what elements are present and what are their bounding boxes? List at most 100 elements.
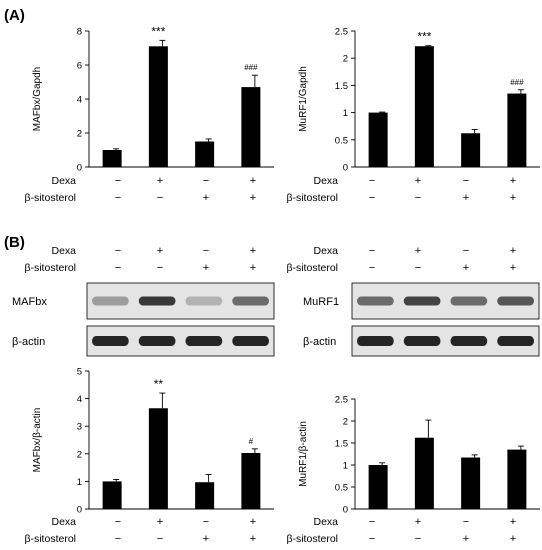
treatment-sign: − (203, 245, 209, 257)
blot-band (497, 336, 534, 346)
y-tick-label: 1 (343, 108, 348, 119)
treatment-sign: + (463, 262, 469, 274)
bar (195, 482, 215, 509)
significance-label: ### (244, 63, 258, 72)
y-tick-label: 2 (343, 417, 348, 428)
treatment-sign: + (510, 175, 516, 187)
treatment-sign: + (510, 516, 516, 528)
treatment-row-label: β-sitosterol (286, 262, 338, 274)
treatment-sign: + (415, 175, 421, 187)
bar (414, 437, 434, 509)
treatment-sign: − (157, 262, 163, 274)
treatment-sign: + (250, 533, 256, 545)
bar (414, 46, 434, 168)
bar (241, 87, 261, 167)
treatment-sign: + (203, 533, 209, 545)
y-tick-label: 3 (77, 422, 82, 433)
bar (368, 112, 388, 167)
blot-band (232, 296, 269, 306)
y-axis-label: MAFbx/β-actin (32, 408, 43, 473)
bar (148, 46, 168, 167)
bar (195, 141, 215, 167)
y-tick-label: 0 (77, 505, 82, 516)
y-tick-label: 4 (77, 394, 82, 405)
y-tick-label: 1 (77, 477, 82, 488)
treatment-sign: − (415, 262, 421, 274)
treatment-sign: + (463, 533, 469, 545)
blot-band (138, 336, 176, 346)
y-tick-label: 2 (343, 54, 348, 65)
blot-band (92, 336, 129, 346)
blot-actin-right-label: β-actin (303, 336, 336, 348)
chart-murf1-actin: 0 0.5 1 1.5 2 2.5 MuRF1/β-actin (298, 395, 540, 516)
blot-band (403, 296, 441, 306)
significance-label: ### (510, 78, 524, 87)
y-tick-label: 6 (77, 61, 82, 72)
treatment-sign: − (463, 245, 469, 257)
treatment-row-label: Dexa (51, 175, 76, 187)
treatment-tables: Dexa − + − + β-sitosterol − − + + Dexa − + − + β-sitost… (24, 175, 516, 545)
y-tick-label: 1.5 (335, 81, 348, 92)
bar (241, 452, 261, 509)
treatment-row-label: β-sitosterol (286, 533, 338, 545)
treatment-sign: + (250, 516, 256, 528)
significance-label: *** (417, 30, 431, 44)
treatment-sign: + (250, 192, 256, 204)
chart-mafbx-gapdh: 0 2 4 6 8 MAFbx/Gapdh *** ### (32, 24, 274, 174)
blot-bands (92, 296, 534, 346)
blot-band (185, 296, 223, 306)
treatment-sign: − (115, 516, 121, 528)
significance-label: *** (151, 24, 165, 38)
blot-murf1-label: MuRF1 (303, 296, 339, 308)
treatment-sign: + (510, 245, 516, 257)
treatment-sign: + (463, 192, 469, 204)
blot-band (357, 296, 394, 306)
panel-label-b: (B) (4, 234, 25, 251)
blot-band (232, 336, 269, 346)
y-tick-label: 0.5 (335, 483, 348, 494)
treatment-sign: − (369, 262, 375, 274)
treatment-sign: − (157, 192, 163, 204)
treatment-row-label: β-sitosterol (24, 262, 76, 274)
y-tick-label: 0.5 (335, 135, 348, 146)
treatment-sign: + (510, 533, 516, 545)
y-tick-label: 2.5 (335, 27, 348, 38)
blot-actin-left-label: β-actin (12, 336, 45, 348)
y-tick-label: 8 (77, 27, 82, 38)
treatment-sign: + (250, 245, 256, 257)
treatment-sign: − (369, 245, 375, 257)
bar (461, 133, 481, 167)
y-tick-label: 5 (77, 367, 82, 378)
treatment-sign: − (369, 192, 375, 204)
treatment-sign: − (203, 175, 209, 187)
y-axis-label: MAFbx/Gapdh (32, 67, 43, 131)
treatment-sign: + (510, 192, 516, 204)
bar (461, 457, 481, 509)
treatment-row-label: Dexa (51, 245, 76, 257)
treatment-row-label: β-sitosterol (286, 192, 338, 204)
blot-band (185, 336, 223, 346)
treatment-sign: − (369, 175, 375, 187)
y-tick-label: 2 (77, 449, 82, 460)
blot-band (92, 296, 129, 306)
treatment-sign: + (510, 262, 516, 274)
bar (368, 465, 388, 509)
y-axis-label: MuRF1/Gapdh (298, 66, 309, 132)
treatment-sign: + (157, 245, 163, 257)
y-tick-label: 2 (77, 129, 82, 140)
treatment-sign: − (369, 533, 375, 545)
y-axis-label: MuRF1/β-actin (298, 421, 309, 487)
blot-band (497, 296, 534, 306)
significance-label: # (249, 437, 254, 446)
treatment-sign: − (115, 262, 121, 274)
treatment-sign: + (157, 175, 163, 187)
blot-band (357, 336, 394, 346)
treatment-sign: − (463, 516, 469, 528)
treatment-row-label: Dexa (313, 175, 338, 187)
bar (102, 150, 122, 167)
treatment-sign: + (250, 175, 256, 187)
bar (507, 93, 527, 167)
treatment-sign: + (415, 245, 421, 257)
treatment-sign: + (203, 262, 209, 274)
